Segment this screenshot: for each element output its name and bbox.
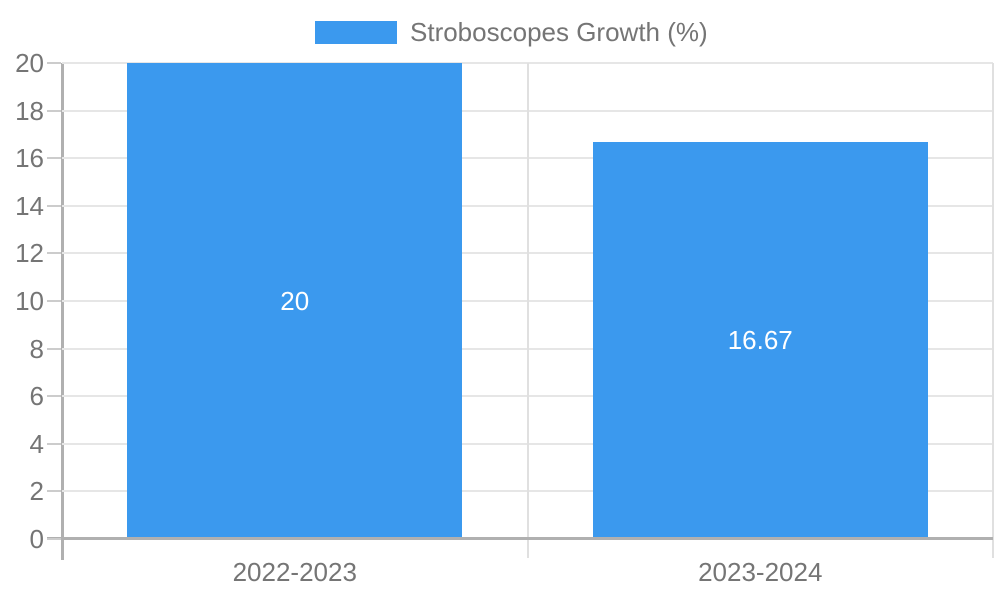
y-axis-label: 14 — [15, 190, 44, 221]
y-axis-tick — [47, 204, 61, 207]
x-axis-label: 2023-2024 — [698, 557, 823, 587]
y-axis-label: 0 — [29, 524, 44, 554]
bar-value-label: 20 — [280, 285, 310, 316]
bar-value-label: 16.67 — [727, 325, 793, 356]
category-divider — [992, 63, 994, 558]
y-axis-label: 10 — [15, 286, 44, 316]
bar-2022-2023[interactable]: 20 — [127, 63, 463, 539]
y-axis-tick — [47, 252, 61, 255]
y-axis-tick — [47, 300, 61, 302]
legend-label: Stroboscopes Growth (%) — [410, 17, 708, 47]
y-axis-label: 12 — [15, 238, 44, 269]
y-axis-tick — [47, 490, 61, 493]
y-axis-label: 2 — [29, 476, 44, 507]
y-axis-label: 8 — [29, 333, 44, 364]
y-axis-label: 16 — [15, 143, 44, 174]
y-axis-tick — [47, 442, 61, 445]
y-axis-tick — [47, 109, 61, 112]
legend-swatch-icon — [315, 20, 397, 44]
y-axis-label: 20 — [15, 48, 44, 78]
y-axis-label: 4 — [29, 428, 44, 459]
x-axis-baseline — [47, 537, 993, 540]
y-axis-tick — [47, 347, 61, 350]
y-axis-line — [61, 63, 64, 560]
y-axis-tick — [47, 157, 61, 160]
category-divider — [526, 63, 529, 558]
y-axis-tick — [47, 538, 61, 540]
y-axis-tick — [47, 395, 61, 398]
y-axis-label: 18 — [15, 95, 44, 126]
y-axis-tick — [47, 62, 61, 64]
legend[interactable]: Stroboscopes Growth (%) — [315, 17, 708, 47]
bar-2023-2024[interactable]: 16.67 — [592, 142, 928, 539]
plot-area: 20 16.67 — [62, 62, 994, 558]
y-axis-label: 6 — [29, 381, 44, 412]
x-axis-label: 2022-2023 — [232, 557, 357, 587]
